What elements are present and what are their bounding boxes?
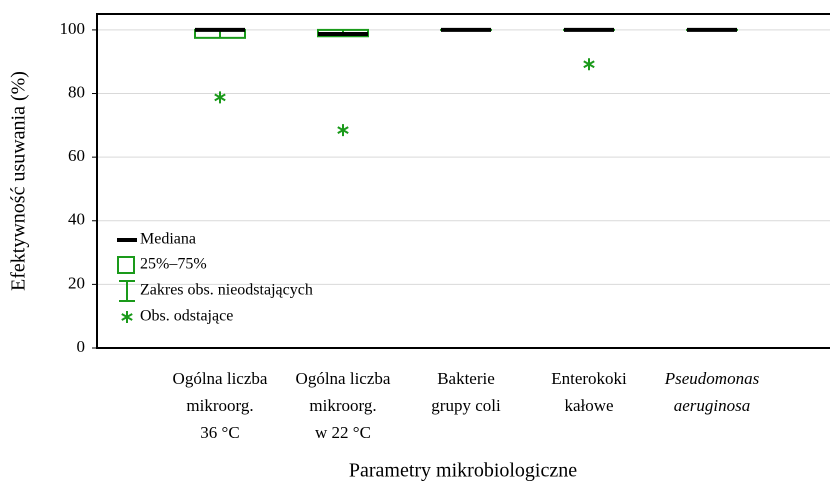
y-axis-title: Efektywność usuwania (%) <box>8 71 30 291</box>
legend-whisker <box>119 280 135 302</box>
legend-label: Obs. odstające <box>140 308 233 325</box>
x-tick-label: w 22 °C <box>315 423 371 442</box>
x-tick-label: grupy coli <box>431 396 501 415</box>
x-tick-label: Pseudomonas <box>664 369 760 388</box>
x-tick-label: mikroorg. <box>186 396 253 415</box>
x-tick-label: Ogólna liczba <box>296 369 391 388</box>
outlier <box>337 124 349 137</box>
legend-label: 25%–75% <box>140 256 207 273</box>
x-tick-label: Bakterie <box>437 369 495 388</box>
legend-label: Zakres obs. nieodstających <box>140 282 313 299</box>
outlier <box>583 58 595 71</box>
x-tick-label: Enterokoki <box>551 369 627 388</box>
x-tick-label: 36 °C <box>200 423 239 442</box>
y-tick-label: 0 <box>77 337 86 356</box>
legend-outlier <box>121 311 133 323</box>
y-tick-label: 100 <box>60 19 86 38</box>
outlier <box>214 91 226 104</box>
x-tick-label: mikroorg. <box>309 396 376 415</box>
y-tick-label: 20 <box>68 273 85 292</box>
x-tick-label: kałowe <box>564 396 613 415</box>
x-axis-title: Parametry mikrobiologiczne <box>349 460 577 482</box>
plot-frame <box>96 13 830 349</box>
y-tick-label: 60 <box>68 146 85 165</box>
legend-box <box>117 256 135 274</box>
y-tick-label: 80 <box>68 82 85 101</box>
legend-label: Mediana <box>140 231 196 248</box>
y-tick-label: 40 <box>68 210 85 229</box>
legend: Mediana 25%–75% Zakres obs. nieodstających… <box>117 231 313 325</box>
x-tick-label: Ogólna liczba <box>173 369 268 388</box>
x-tick-label: aeruginosa <box>674 396 751 415</box>
